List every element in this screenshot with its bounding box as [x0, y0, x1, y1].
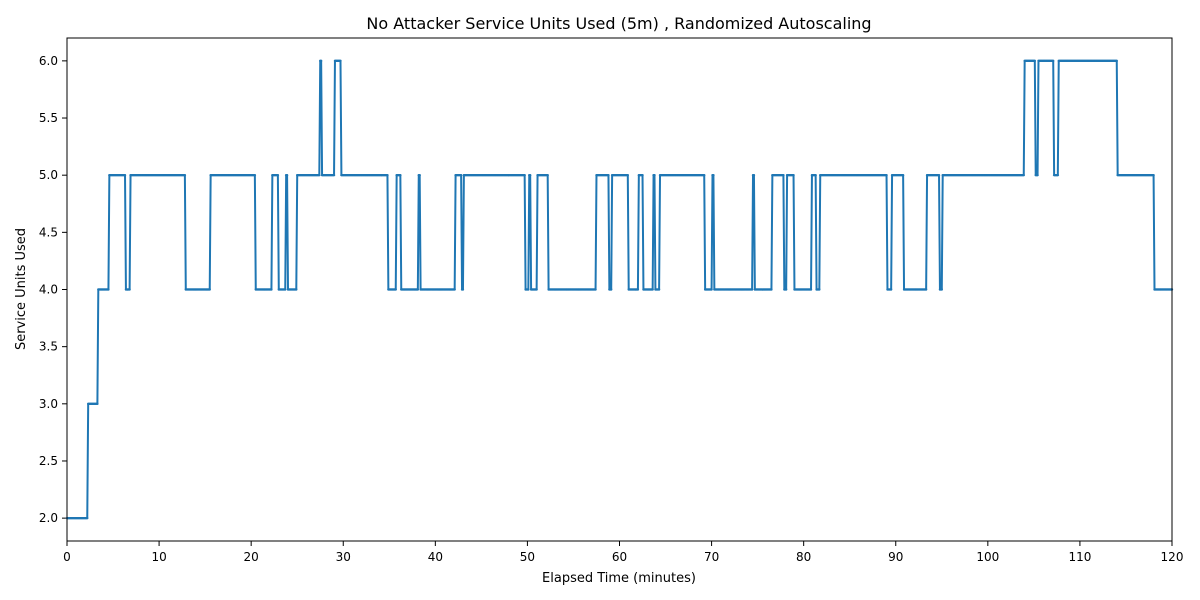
- data-point: [123, 173, 127, 177]
- data-point: [1036, 173, 1039, 177]
- series-line: [66, 59, 1173, 520]
- data-point: [276, 173, 280, 177]
- data-point: [937, 173, 941, 177]
- data-point: [889, 288, 893, 291]
- data-point: [461, 288, 465, 291]
- x-tick-label: 20: [244, 550, 259, 564]
- x-tick-label: 60: [612, 550, 627, 564]
- data-point: [399, 173, 402, 177]
- data-point: [319, 59, 323, 63]
- data-point: [607, 173, 610, 177]
- series-layer: [65, 59, 1174, 520]
- y-tick-label: 4.0: [39, 283, 58, 297]
- y-tick-label: 5.0: [39, 168, 58, 182]
- series-markers: [65, 59, 1174, 520]
- data-point: [818, 288, 821, 291]
- x-tick-label: 40: [428, 550, 443, 564]
- data-point: [610, 288, 613, 291]
- y-tick-label: 2.5: [39, 454, 58, 468]
- plot-frame: [66, 37, 1173, 542]
- data-point: [546, 173, 549, 177]
- data-point: [1022, 173, 1025, 177]
- data-point: [528, 173, 532, 177]
- y-axis-label: Service Units Used: [14, 228, 29, 350]
- x-tick-label: 120: [1161, 550, 1184, 564]
- data-point: [386, 173, 389, 177]
- data-point: [750, 288, 754, 291]
- data-point: [885, 173, 888, 177]
- data-point: [651, 288, 654, 291]
- y-tick-label: 4.5: [39, 225, 58, 239]
- x-tick-label: 70: [704, 550, 719, 564]
- data-point: [814, 173, 817, 177]
- data-point: [332, 173, 336, 177]
- data-point: [416, 288, 420, 291]
- data-point: [770, 288, 773, 291]
- data-point: [594, 288, 597, 291]
- y-tick-label: 5.5: [39, 111, 58, 125]
- data-point: [295, 288, 298, 291]
- data-point: [253, 173, 257, 177]
- data-point: [641, 173, 644, 177]
- axis-ticks: 0 10 20 30 40 50 60 70 80 90 100 110 120 2.0 2.5 3.0 3.5…: [39, 54, 1184, 564]
- data-point: [318, 173, 321, 177]
- data-point: [96, 402, 99, 406]
- data-point: [418, 173, 421, 177]
- data-point: [782, 173, 785, 177]
- data-point: [284, 288, 287, 291]
- data-point: [527, 288, 530, 291]
- data-point: [792, 173, 795, 177]
- x-tick-label: 30: [336, 550, 351, 564]
- y-tick-label: 3.0: [39, 397, 58, 411]
- x-tick-label: 50: [520, 550, 535, 564]
- x-tick-label: 100: [976, 550, 999, 564]
- y-tick-label: 3.5: [39, 340, 58, 354]
- data-point: [183, 173, 187, 177]
- data-point: [752, 173, 756, 177]
- data-point: [1056, 173, 1060, 177]
- data-point: [1115, 59, 1118, 63]
- data-point: [270, 288, 273, 291]
- x-tick-label: 80: [796, 550, 811, 564]
- data-point: [535, 288, 538, 291]
- x-axis-label: Elapsed Time (minutes): [542, 571, 696, 586]
- data-point: [453, 288, 456, 291]
- data-point: [1152, 173, 1155, 177]
- data-point: [924, 288, 928, 291]
- data-point: [636, 288, 640, 291]
- chart-title: No Attacker Service Units Used (5m) , Ra…: [366, 14, 871, 33]
- data-point: [710, 288, 713, 291]
- data-point: [394, 288, 397, 291]
- data-point: [626, 173, 629, 177]
- x-tick-label: 90: [888, 550, 903, 564]
- data-point: [107, 288, 110, 291]
- y-tick-label: 6.0: [39, 54, 58, 68]
- data-point: [657, 288, 661, 291]
- data-point: [208, 288, 211, 291]
- data-point: [523, 173, 526, 177]
- y-tick-label: 2.0: [39, 511, 58, 525]
- data-point: [1033, 59, 1037, 63]
- data-point: [1052, 59, 1055, 63]
- x-tick-label: 10: [151, 550, 166, 564]
- data-point: [901, 173, 905, 177]
- data-point: [784, 288, 788, 291]
- data-point: [128, 288, 131, 291]
- data-point: [339, 59, 342, 63]
- x-tick-label: 110: [1068, 550, 1091, 564]
- data-point: [940, 288, 943, 291]
- data-point: [459, 173, 463, 177]
- data-point: [285, 173, 289, 177]
- x-tick-label: 0: [63, 550, 71, 564]
- data-point: [703, 173, 706, 177]
- data-point: [809, 288, 813, 291]
- data-point: [86, 516, 89, 520]
- data-point: [653, 173, 656, 177]
- data-point: [712, 173, 715, 177]
